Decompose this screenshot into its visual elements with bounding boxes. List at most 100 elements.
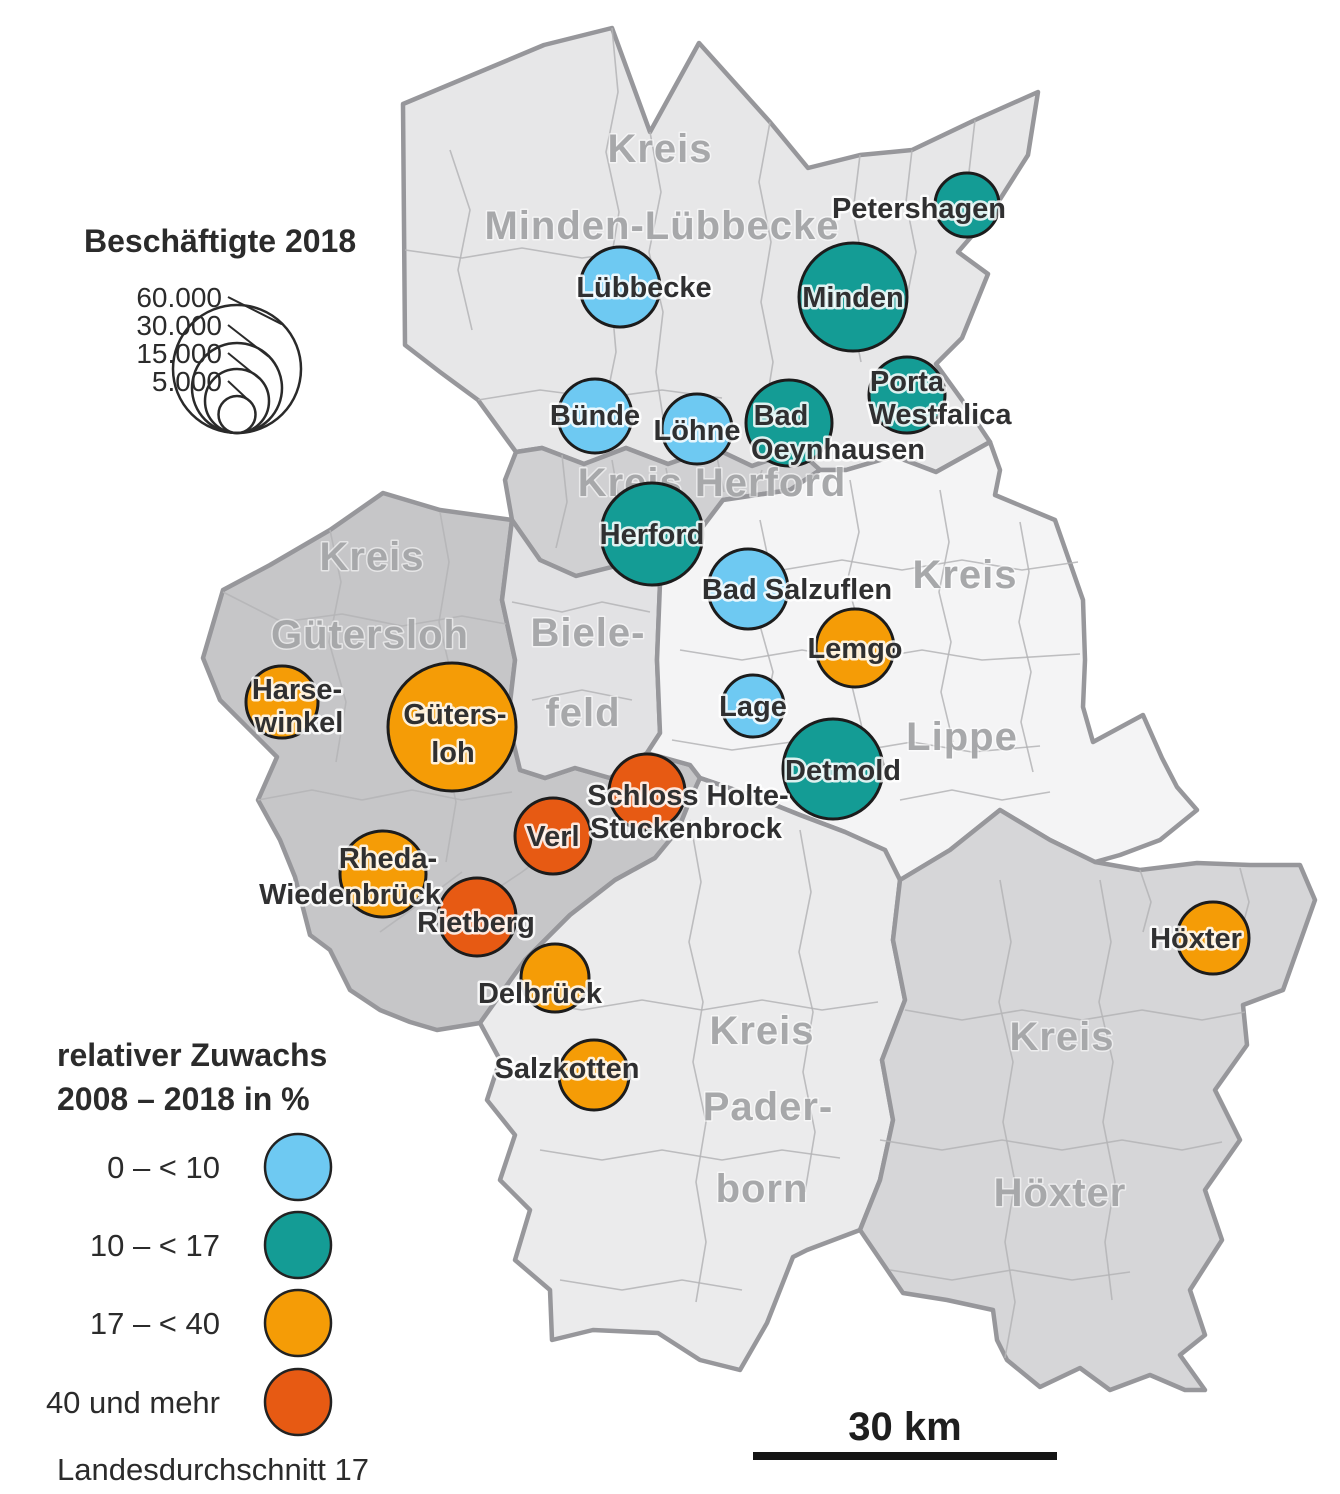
city-label-salzkotten: Salzkotten bbox=[494, 1053, 639, 1085]
municipal-boundary-line bbox=[555, 454, 568, 549]
district-kreis-h-xter bbox=[857, 807, 1318, 1393]
municipal-boundary-line bbox=[938, 489, 954, 743]
city-label-rietberg: Rietberg bbox=[417, 907, 535, 939]
city-label-g-tersloh: loh bbox=[431, 737, 475, 769]
municipal-boundary-line bbox=[539, 1149, 841, 1161]
city-label-petershagen: Petershagen bbox=[832, 193, 1006, 225]
city-label-harsewinkel: Harse- bbox=[252, 674, 342, 706]
district-label-kreis-lippe: Lippe bbox=[906, 715, 1018, 759]
city-label-lemgo: Lemgo bbox=[807, 633, 902, 665]
district-label-kreis-h-xter: Höxter bbox=[994, 1171, 1127, 1215]
city-circle-l-bbecke bbox=[578, 245, 662, 329]
city-label-delbr-ck: Delbrück bbox=[478, 978, 603, 1010]
growth-legend: relativer Zuwachs 2008 – 2018 in % 0 – <… bbox=[46, 1037, 369, 1487]
growth-legend-title-line1: relativer Zuwachs bbox=[57, 1037, 327, 1073]
growth-legend-footnote: Landesdurchschnitt 17 bbox=[57, 1452, 369, 1487]
city-circle-harsewinkel bbox=[244, 664, 320, 740]
municipal-boundary-line bbox=[899, 789, 1051, 801]
city-circle-lage bbox=[720, 673, 786, 739]
city-circle-bad-oeynhausen bbox=[744, 378, 834, 468]
district-layer bbox=[200, 25, 1318, 1393]
growth-legend-items: 0 – < 10 10 – < 17 17 – < 40 40 und mehr bbox=[46, 1132, 333, 1437]
city-label-rheda-wiedenbr-ck: Rheda- bbox=[339, 843, 437, 875]
size-legend: Beschäftigte 2018 60.00030.00015.0005.00… bbox=[84, 223, 356, 435]
growth-legend-class-label: 17 – < 40 bbox=[90, 1306, 220, 1341]
size-legend-leader-line bbox=[227, 296, 283, 326]
municipal-boundary-line bbox=[222, 591, 507, 627]
city-label-harsewinkel: winkel bbox=[254, 707, 344, 739]
municipal-boundary-line bbox=[1139, 869, 1152, 933]
district-label-kreis-paderborn: born bbox=[716, 1167, 809, 1211]
city-label-h-xter: Höxter bbox=[1150, 923, 1242, 955]
city-circle-petershagen bbox=[933, 171, 1001, 239]
growth-legend-class-swatch bbox=[263, 1367, 333, 1437]
municipal-boundary-line bbox=[519, 999, 879, 1011]
city-circle-l-hne bbox=[660, 392, 734, 466]
city-circle-herford bbox=[599, 481, 705, 587]
city-circle-salzkotten bbox=[557, 1038, 631, 1112]
municipal-boundary-line bbox=[559, 1279, 743, 1291]
city-label-rheda-wiedenbr-ck: Wiedenbrück bbox=[259, 879, 442, 911]
municipal-boundary-line bbox=[511, 601, 651, 613]
city-label-herford: Herford bbox=[600, 519, 705, 551]
growth-legend-class-swatch bbox=[263, 1132, 333, 1202]
municipal-boundary-line bbox=[752, 469, 763, 497]
city-circle-delbr-ck bbox=[519, 942, 591, 1014]
district-label-kreis-minden-l-bbecke: Minden-Lübbecke bbox=[484, 204, 839, 248]
municipal-boundary-line bbox=[1018, 521, 1034, 773]
city-circle-rheda-wiedenbr-ck bbox=[338, 829, 428, 919]
municipal-boundary-line bbox=[688, 819, 707, 1303]
city-circle-b-nde bbox=[556, 377, 634, 455]
municipal-boundary-line bbox=[905, 149, 917, 303]
municipal-boundary-line bbox=[889, 1269, 1131, 1281]
city-label-l-hne: Löhne bbox=[654, 415, 741, 447]
size-legend-title: Beschäftigte 2018 bbox=[84, 223, 356, 259]
district-label-kreis-h-xter: Kreis bbox=[1009, 1015, 1114, 1059]
city-label-g-tersloh: Güters- bbox=[403, 699, 506, 731]
city-circle-h-xter bbox=[1175, 900, 1251, 976]
district-label-bielefeld: Biele- bbox=[531, 611, 646, 655]
city-circle-detmold bbox=[781, 717, 885, 821]
city-label-bad-oeynhausen: Oeynhausen bbox=[751, 434, 925, 466]
municipal-boundary-line bbox=[1098, 879, 1116, 1301]
city-label-bad-salzuflen: Bad Salzuflen bbox=[702, 574, 892, 606]
city-label-schloss-holte-stuckenbrock: Stuckenbrock bbox=[590, 813, 783, 845]
scale-bar: 30 km bbox=[753, 1405, 1057, 1460]
municipal-boundary-line bbox=[379, 871, 463, 933]
size-legend-value: 30.000 bbox=[136, 310, 222, 341]
district-label-kreis-g-tersloh: Gütersloh bbox=[271, 613, 469, 657]
city-label-lage: Lage bbox=[719, 691, 787, 723]
city-circle-schloss-holte-stuckenbrock bbox=[607, 752, 687, 832]
district-label-bielefeld: feld bbox=[545, 691, 620, 735]
district-label-kreis-paderborn: Kreis bbox=[709, 1009, 814, 1053]
growth-legend-class-label: 10 – < 17 bbox=[90, 1228, 220, 1263]
city-label-b-nde: Bünde bbox=[550, 400, 640, 432]
municipal-boundary-line bbox=[328, 529, 347, 763]
city-circle-g-tersloh bbox=[386, 661, 518, 793]
district-label-kreis-paderborn: Pader- bbox=[703, 1085, 834, 1129]
municipal-boundary-line bbox=[879, 1139, 1223, 1151]
scale-bar-label: 30 km bbox=[848, 1405, 961, 1449]
city-circle-minden bbox=[797, 241, 909, 353]
size-legend-value: 60.000 bbox=[136, 282, 222, 313]
city-label-l-bbecke: Lübbecke bbox=[576, 272, 711, 304]
district-label-kreis-g-tersloh: Kreis bbox=[319, 535, 424, 579]
city-circle-bad-salzuflen bbox=[706, 547, 790, 631]
city-label-verl: Verl bbox=[526, 821, 579, 853]
size-legend-circle bbox=[217, 394, 257, 435]
growth-legend-class-swatch bbox=[263, 1210, 333, 1280]
growth-legend-class-label: 40 und mehr bbox=[46, 1385, 220, 1420]
city-circle-rietberg bbox=[436, 876, 518, 958]
municipal-boundary-line bbox=[904, 1009, 1246, 1021]
city-label-layer: Petershagen Lübbecke Minden PortaWestfalica… bbox=[249, 191, 1244, 1088]
city-label-schloss-holte-stuckenbrock: Schloss Holte- bbox=[587, 780, 788, 812]
size-legend-value: 15.000 bbox=[136, 338, 222, 369]
municipal-boundary-line bbox=[449, 149, 473, 331]
city-circle-lemgo bbox=[814, 607, 896, 689]
city-label-porta-westfalica: Porta bbox=[870, 366, 945, 398]
municipal-boundary-line bbox=[257, 789, 513, 801]
city-label-porta-westfalica: Westfalica bbox=[869, 399, 1013, 431]
